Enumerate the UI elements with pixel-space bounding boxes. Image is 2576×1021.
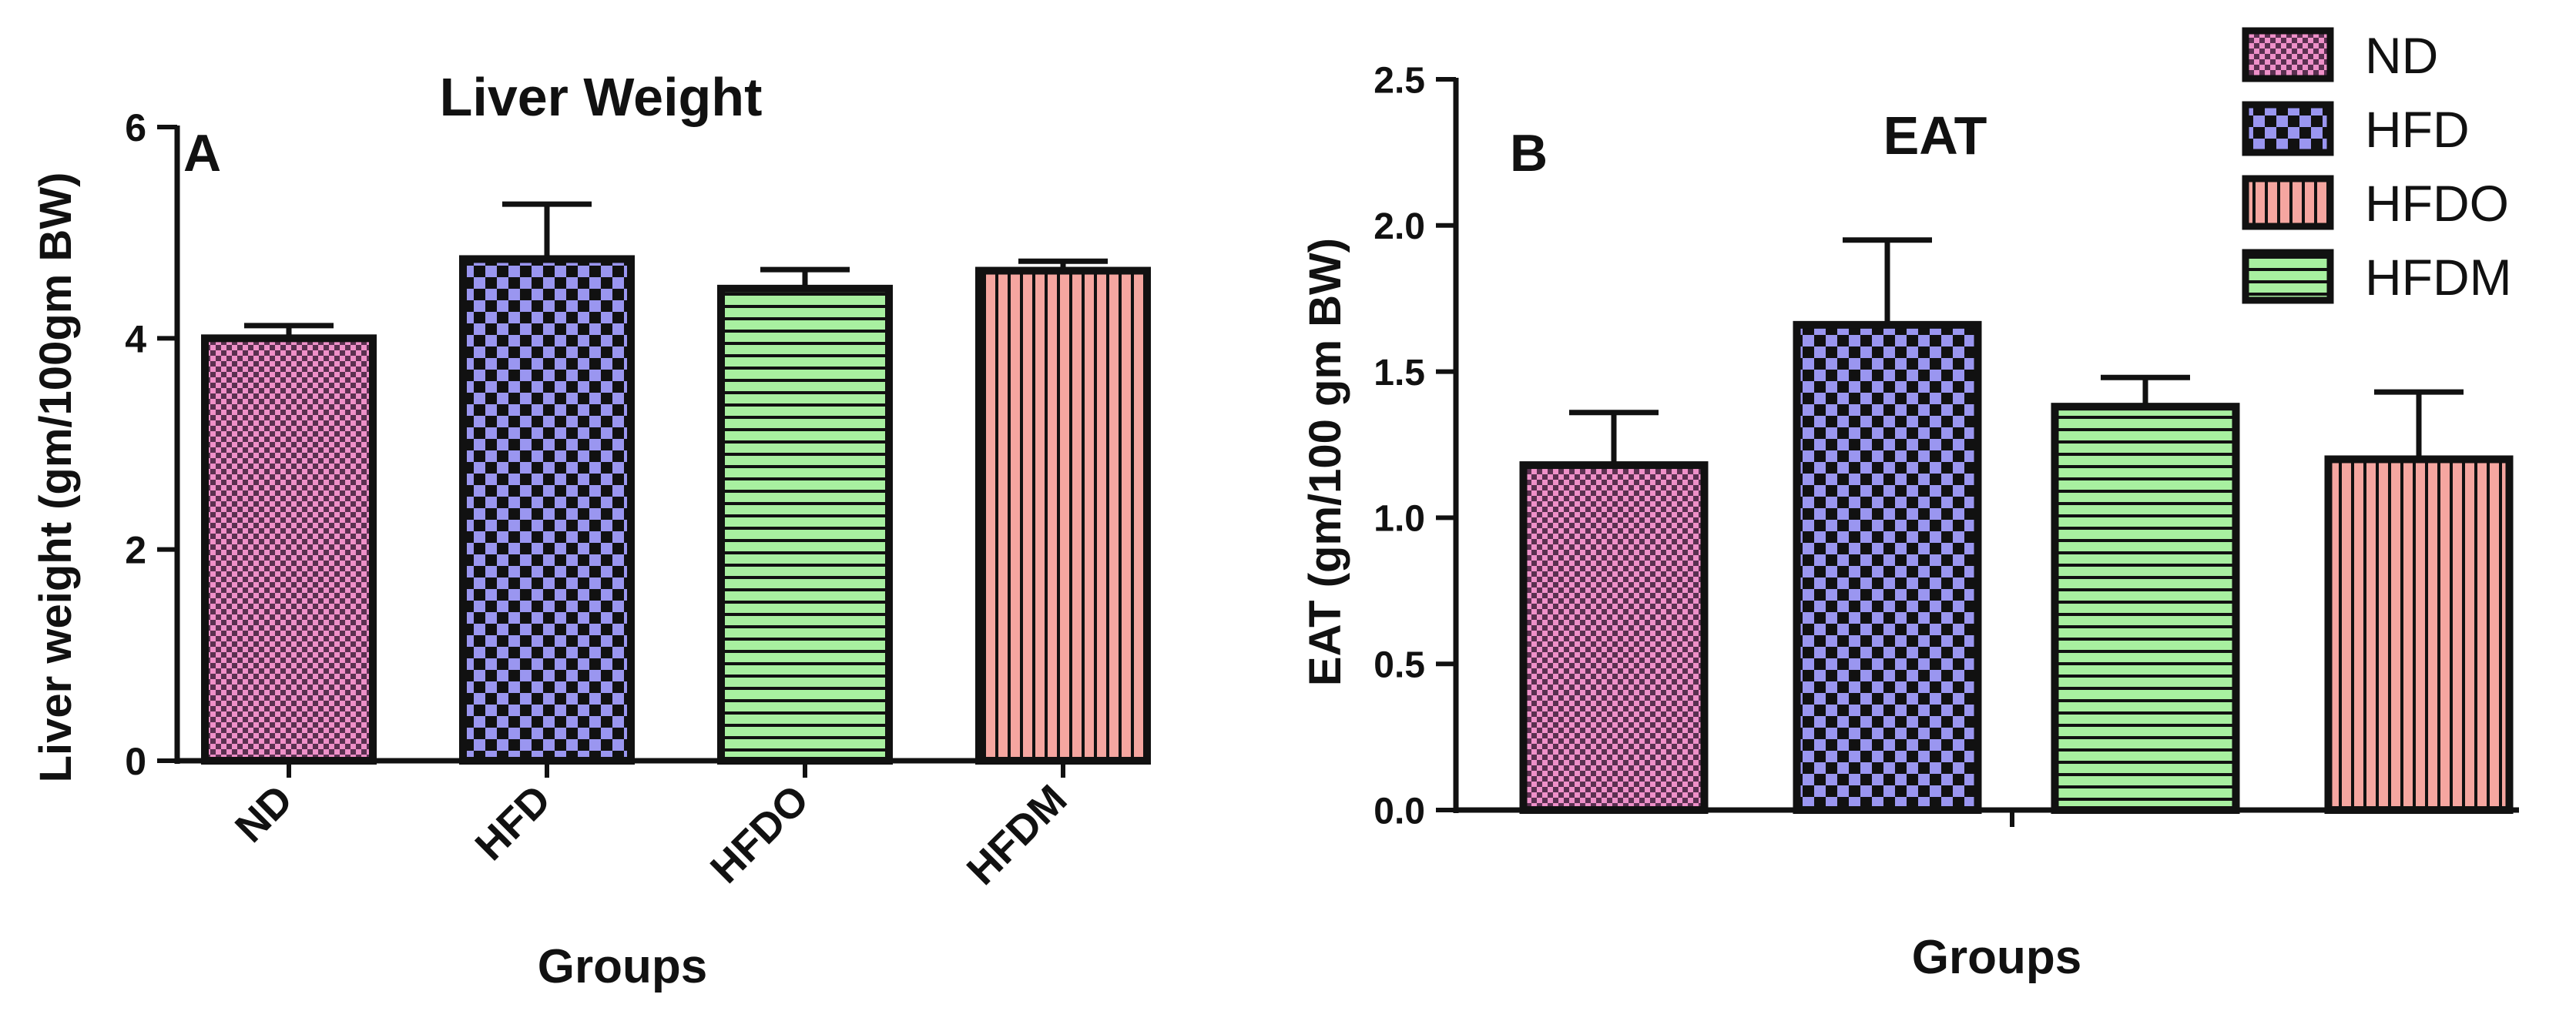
panel-b: B EAT EAT (gm/100 gm BW) Groups 0.0 0.5 1.… xyxy=(1300,60,2519,984)
panel-b-y-tick-label: 0.0 xyxy=(1374,791,1425,832)
panel-b-y-tick-label: 2.0 xyxy=(1374,206,1425,247)
panel-a-category-label: HFD xyxy=(467,776,560,869)
legend-swatch-nd xyxy=(2242,27,2334,82)
panel-a-category-label: HFDO xyxy=(702,776,818,892)
panel-a-bar-hfd xyxy=(459,255,635,765)
legend-label-nd: ND xyxy=(2365,27,2438,84)
panel-b-bar-nd xyxy=(1519,461,1709,815)
panel-b-bar-hfdm xyxy=(2051,403,2240,814)
panel-b-y-tick-label: 0.5 xyxy=(1374,644,1425,685)
panel-a-x-axis-label: Groups xyxy=(538,940,707,993)
legend-swatch-hfd xyxy=(2242,101,2334,156)
panel-b-y-tick-label: 1.5 xyxy=(1374,353,1425,393)
panel-a-bar-hfdo xyxy=(717,284,893,765)
legend-label-hfdm: HFDM xyxy=(2365,249,2512,306)
legend: ND HFD HFDO HFDM xyxy=(2242,27,2512,306)
panel-a-plot-area: 0 2 4 6 ND HFD HFDO HFDM xyxy=(125,106,1151,894)
panel-a-category-label: ND xyxy=(226,776,302,852)
panel-a-title: Liver Weight xyxy=(440,67,763,127)
panel-a-y-tick-label: 0 xyxy=(125,740,146,783)
panel-b-y-tick-label: 2.5 xyxy=(1374,60,1425,101)
panel-b-bar-hfd xyxy=(1793,320,1982,814)
legend-swatch-hfdm xyxy=(2242,249,2334,304)
panel-b-label: B xyxy=(1510,124,1548,182)
panel-a-y-tick-label: 2 xyxy=(125,529,146,572)
legend-label-hfd: HFD xyxy=(2365,101,2470,158)
legend-label-hfdo: HFDO xyxy=(2365,175,2509,232)
panel-b-title: EAT xyxy=(1883,105,1987,166)
panel-a-bar-nd xyxy=(201,334,377,765)
panel-b-y-axis-label: EAT (gm/100 gm BW) xyxy=(1300,238,1350,686)
legend-swatch-hfdo xyxy=(2242,175,2334,230)
panel-a-y-tick-label: 6 xyxy=(125,106,146,149)
panel-a: A Liver Weight Liver weight (gm/100gm BW… xyxy=(31,67,1151,993)
panel-b-bar-hfdo xyxy=(2324,455,2514,814)
panel-a-y-axis-label: Liver weight (gm/100gm BW) xyxy=(31,172,81,783)
panel-a-y-tick-label: 4 xyxy=(125,317,146,360)
panel-b-y-tick-label: 1.0 xyxy=(1374,499,1425,540)
panel-a-bar-hfdm xyxy=(975,266,1151,765)
panel-a-category-label: HFDM xyxy=(958,776,1076,894)
panel-a-label: A xyxy=(183,124,221,182)
panel-b-plot-area: 0.0 0.5 1.0 1.5 2.0 2.5 xyxy=(1374,60,2519,832)
panel-b-x-axis-label: Groups xyxy=(1912,931,2081,984)
